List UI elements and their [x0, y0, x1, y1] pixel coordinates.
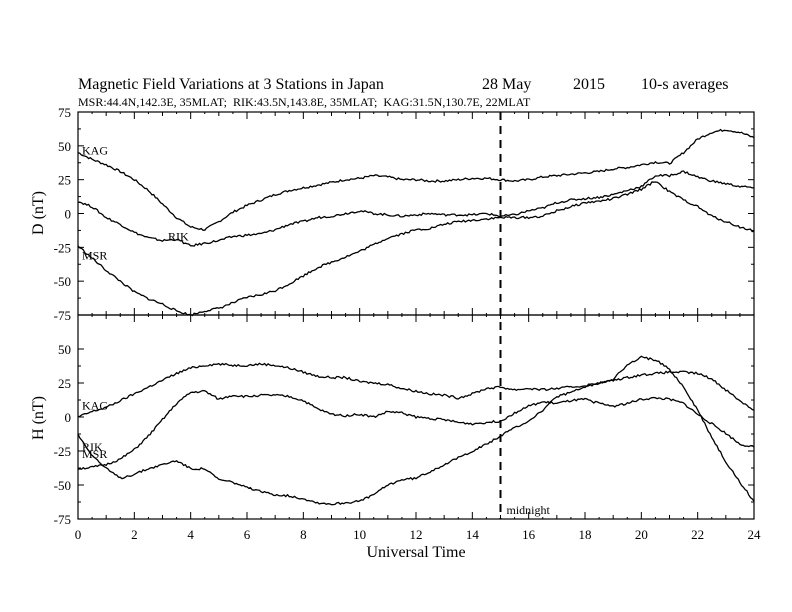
y-tick-label: 50	[58, 342, 71, 357]
series-line-rik	[77, 170, 755, 247]
chart-averaging: 10-s averages	[641, 76, 729, 93]
series-line-kag	[77, 128, 755, 231]
x-tick-label: 6	[244, 527, 251, 542]
h-y-ticks: 50 25 0 -25 -50 -75	[54, 342, 754, 527]
x-tick-label: 22	[691, 527, 704, 542]
x-tick-label: 10	[353, 527, 366, 542]
midnight-annotation: midnight	[507, 503, 551, 517]
x-tick-label: 2	[131, 527, 138, 542]
chart-date-year: 2015	[573, 76, 605, 93]
series-label-rik: RIK	[82, 440, 103, 454]
y-tick-label: -75	[54, 512, 71, 527]
y-tick-label: -25	[54, 240, 71, 255]
h-y-axis-label: H (nT)	[30, 396, 47, 440]
d-y-axis-label: D (nT)	[30, 191, 47, 235]
x-tick-label: 8	[300, 527, 307, 542]
x-tick-label: 0	[75, 527, 82, 542]
d-panel-frame	[77, 111, 755, 316]
chart-date-day: 28 May	[482, 76, 531, 93]
x-tick-label: 12	[410, 527, 423, 542]
y-tick-label: 50	[58, 139, 71, 154]
series-line-rik	[77, 355, 755, 506]
series-label-msr: MSR	[82, 447, 107, 461]
d-series-labels: KAG RIK MSR	[82, 144, 189, 263]
d-y-ticks: 75 50 25 0 -25 -50 -75	[54, 105, 754, 323]
series-line-msr	[77, 389, 755, 470]
x-axis-label: Universal Time	[366, 544, 465, 561]
series-label-rik: RIK	[168, 229, 189, 243]
chart-title: Magnetic Field Variations at 3 Stations …	[78, 76, 384, 93]
x-tick-label: 16	[522, 527, 536, 542]
x-tick-label: 20	[635, 527, 648, 542]
series-label-kag: KAG	[82, 399, 108, 413]
y-tick-label: 75	[58, 105, 71, 120]
series-line-msr	[77, 181, 755, 317]
x-tick-label: 24	[748, 527, 762, 542]
h-series-group	[77, 355, 755, 506]
x-tick-label: 18	[579, 527, 592, 542]
chart-subtitle: MSR:44.4N,142.3E, 35MLAT; RIK:43.5N,143.…	[78, 95, 531, 109]
d-panel: 75 50 25 0 -25 -50 -75 KAG RIK MSR D (nT)	[30, 105, 755, 323]
series-label-msr: MSR	[82, 248, 107, 262]
h-gridlines	[77, 315, 755, 519]
y-tick-label: -50	[54, 274, 71, 289]
y-tick-label: 25	[58, 173, 71, 188]
y-tick-label: 25	[58, 376, 71, 391]
y-tick-label: 0	[65, 207, 72, 222]
x-tick-label: 4	[187, 527, 194, 542]
series-label-kag: KAG	[82, 144, 108, 158]
y-tick-label: -75	[54, 308, 71, 323]
series-line-kag	[77, 362, 755, 418]
d-gridlines	[77, 112, 755, 315]
y-tick-label: -50	[54, 478, 71, 493]
y-tick-label: -25	[54, 444, 71, 459]
d-series-group	[77, 128, 755, 317]
x-tick-label: 14	[466, 527, 480, 542]
h-x-ticks: 0 2 4 6 8 10 12 14 16 18 20 22 24	[75, 527, 761, 542]
y-tick-label: 0	[65, 410, 72, 425]
